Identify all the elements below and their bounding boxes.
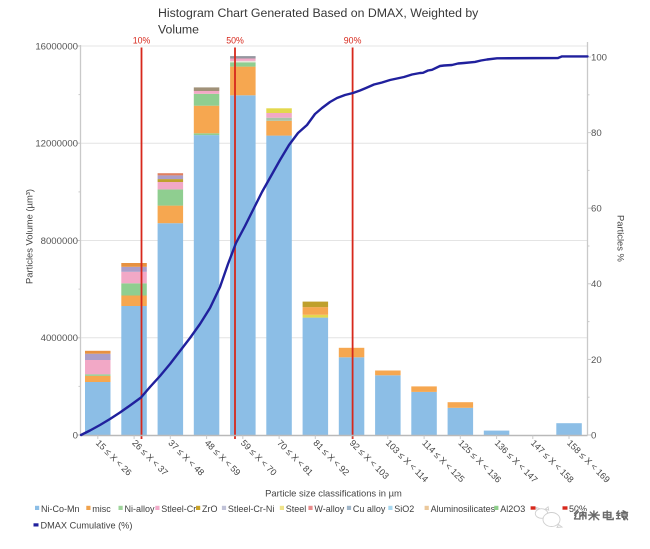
svg-text:0: 0 — [591, 430, 596, 441]
svg-text:Ni-alloy: Ni-alloy — [125, 504, 156, 514]
svg-text:Particle size classifications: Particle size classifications in µm — [265, 488, 402, 499]
svg-text:W-alloy: W-alloy — [314, 504, 344, 514]
svg-text:10%: 10% — [133, 36, 151, 46]
svg-text:16000000: 16000000 — [35, 41, 78, 52]
svg-text:8000000: 8000000 — [41, 236, 78, 247]
svg-text:Stleel-Cr: Stleel-Cr — [161, 504, 196, 514]
svg-text:50%: 50% — [226, 36, 244, 46]
svg-text:Particles %: Particles % — [616, 215, 627, 262]
svg-text:100: 100 — [591, 52, 607, 63]
svg-text:Histogram Chart Generated Base: Histogram Chart Generated Based on DMAX,… — [158, 6, 479, 20]
svg-text:Cu alloy: Cu alloy — [353, 504, 386, 514]
svg-text:12000000: 12000000 — [35, 139, 78, 150]
svg-text:4000000: 4000000 — [41, 333, 78, 344]
svg-text:Steel: Steel — [286, 504, 307, 514]
svg-text:SiO2: SiO2 — [394, 504, 414, 514]
svg-text:Volume: Volume — [158, 23, 199, 37]
svg-text:0: 0 — [73, 430, 78, 441]
svg-text:Al2O3: Al2O3 — [500, 504, 525, 514]
svg-text:80: 80 — [591, 128, 602, 139]
svg-text:20: 20 — [591, 355, 602, 366]
svg-text:40: 40 — [591, 279, 602, 290]
svg-text:Stleel-Cr-Ni: Stleel-Cr-Ni — [228, 504, 275, 514]
svg-text:60: 60 — [591, 204, 602, 215]
svg-text:misc: misc — [92, 504, 111, 514]
svg-text:Aluminosilicates: Aluminosilicates — [431, 504, 496, 514]
svg-text:Particles Volume (µm³): Particles Volume (µm³) — [24, 189, 35, 284]
svg-text:90%: 90% — [344, 36, 362, 46]
svg-text:DMAX Cumulative (%): DMAX Cumulative (%) — [41, 521, 133, 531]
svg-text:Ni-Co-Mn: Ni-Co-Mn — [41, 504, 80, 514]
svg-text:ZrO: ZrO — [202, 504, 218, 514]
